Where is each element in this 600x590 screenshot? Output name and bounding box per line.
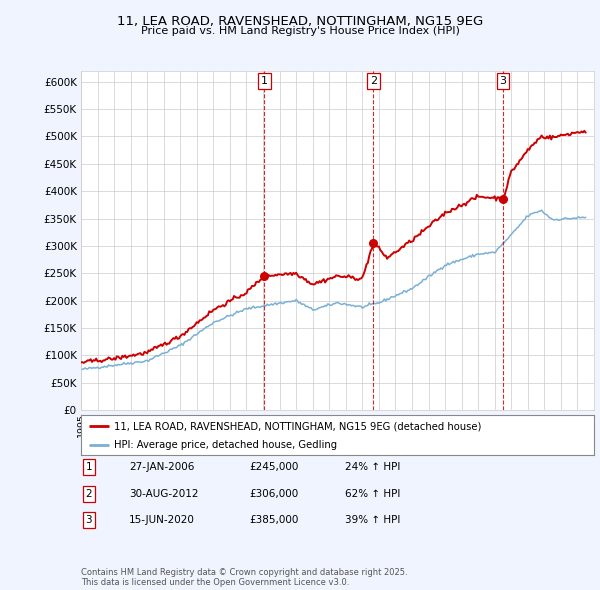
Text: 2: 2	[85, 489, 92, 499]
Text: 24% ↑ HPI: 24% ↑ HPI	[345, 463, 400, 472]
Text: £385,000: £385,000	[249, 516, 298, 525]
Text: 39% ↑ HPI: 39% ↑ HPI	[345, 516, 400, 525]
Text: HPI: Average price, detached house, Gedling: HPI: Average price, detached house, Gedl…	[115, 440, 337, 450]
Text: 15-JUN-2020: 15-JUN-2020	[129, 516, 195, 525]
Text: 30-AUG-2012: 30-AUG-2012	[129, 489, 199, 499]
Text: 27-JAN-2006: 27-JAN-2006	[129, 463, 194, 472]
Text: £306,000: £306,000	[249, 489, 298, 499]
Text: 11, LEA ROAD, RAVENSHEAD, NOTTINGHAM, NG15 9EG (detached house): 11, LEA ROAD, RAVENSHEAD, NOTTINGHAM, NG…	[115, 421, 482, 431]
Text: Price paid vs. HM Land Registry's House Price Index (HPI): Price paid vs. HM Land Registry's House …	[140, 26, 460, 36]
Text: 62% ↑ HPI: 62% ↑ HPI	[345, 489, 400, 499]
Text: 2: 2	[370, 76, 377, 86]
Text: 3: 3	[499, 76, 506, 86]
Text: 11, LEA ROAD, RAVENSHEAD, NOTTINGHAM, NG15 9EG: 11, LEA ROAD, RAVENSHEAD, NOTTINGHAM, NG…	[117, 15, 483, 28]
Text: 3: 3	[85, 516, 92, 525]
Text: Contains HM Land Registry data © Crown copyright and database right 2025.
This d: Contains HM Land Registry data © Crown c…	[81, 568, 407, 587]
Text: 1: 1	[261, 76, 268, 86]
Text: 1: 1	[85, 463, 92, 472]
Text: £245,000: £245,000	[249, 463, 298, 472]
